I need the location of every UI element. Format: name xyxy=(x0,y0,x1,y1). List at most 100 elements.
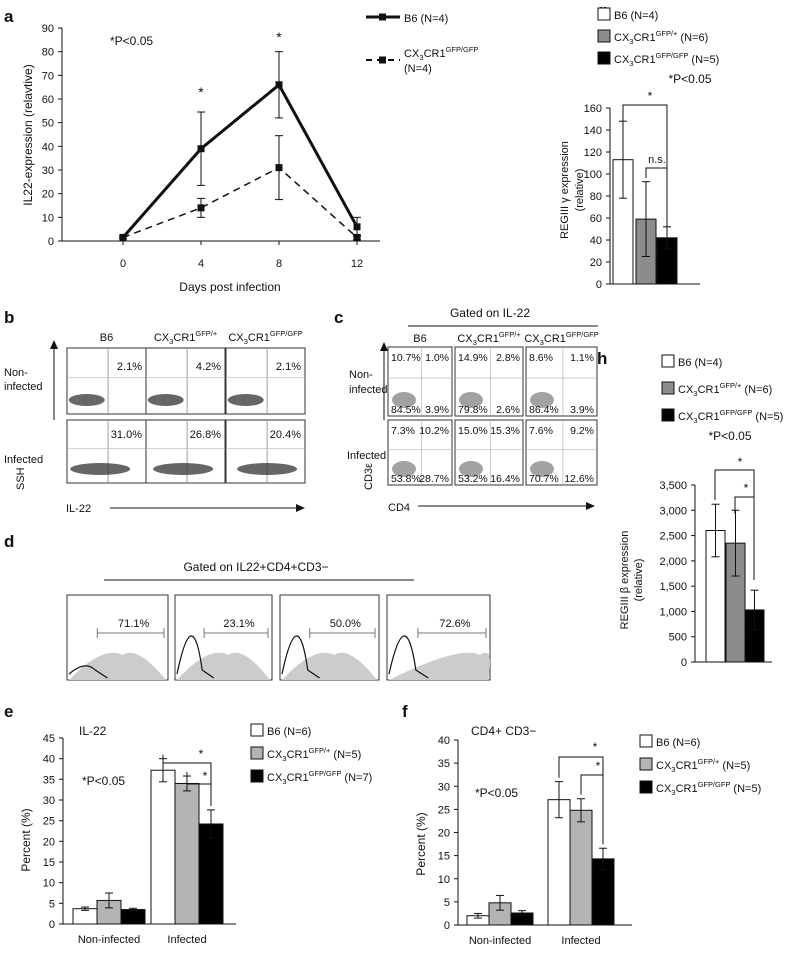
c-quadrant-ul: 14.9% xyxy=(458,352,488,364)
h-y-tick-label: 500 xyxy=(669,632,687,644)
a-x-tick-label: 12 xyxy=(351,258,363,270)
c-quadrant-ur: 10.2% xyxy=(419,425,449,437)
a-point xyxy=(275,164,283,172)
e-category-label: Infected xyxy=(167,934,206,946)
b-x-arrowhead xyxy=(296,504,305,512)
e-legend-swatch xyxy=(250,723,264,737)
a-point xyxy=(197,204,205,212)
f-bar xyxy=(569,809,593,926)
e-y-tick-label: 30 xyxy=(43,795,55,807)
a-y-tick-label: 80 xyxy=(42,47,54,59)
panel-letter-d: d xyxy=(4,532,14,551)
d-stained-histogram xyxy=(69,652,166,680)
e-y-tick-label: 35 xyxy=(43,774,55,786)
f-y-tick-label: 10 xyxy=(438,874,450,886)
c-column-header: B6 xyxy=(413,333,426,345)
g-legend-label: CX3CR1GFP/GFP (N=5) xyxy=(614,51,719,68)
f-category-label: Non-infected xyxy=(469,935,531,947)
g-y-tick-label: 140 xyxy=(584,125,602,137)
h-y-axis-label: REGIII β expression xyxy=(619,531,631,630)
b-column-header: CX3CR1GFP/GFP xyxy=(228,329,302,346)
g-y-tick-label: 60 xyxy=(590,213,602,225)
c-column-header: CX3CR1GFP/GFP xyxy=(524,330,598,347)
g-legend-swatch xyxy=(597,7,611,21)
d-gate-percent: 23.1% xyxy=(223,618,254,630)
c-quadrant-ur: 9.2% xyxy=(570,425,594,437)
c-quadrant-ll: 86.4% xyxy=(529,404,559,416)
e-y-tick-label: 25 xyxy=(43,816,55,828)
c-quadrant-ul: 7.6% xyxy=(529,425,553,437)
f-significance-bracket xyxy=(580,774,604,845)
b-column-header: B6 xyxy=(100,332,113,344)
f-bar xyxy=(547,799,571,926)
e-category-label: Non-infected xyxy=(78,934,140,946)
a-y-tick-label: 40 xyxy=(42,141,54,153)
h-legend-label: B6 (N=4) xyxy=(678,357,722,369)
b-row-label: Infected xyxy=(4,454,43,466)
e-bar xyxy=(198,823,224,925)
b-cell-population xyxy=(237,463,298,475)
g-significance-bracket xyxy=(622,104,668,228)
g-annotation: *P<0.05 xyxy=(668,72,711,86)
h-y-tick-label: 1,000 xyxy=(659,606,687,618)
e-y-tick-label: 20 xyxy=(43,836,55,848)
a-point xyxy=(275,81,283,89)
b-gate-percent: 31.0% xyxy=(111,429,142,441)
a-legend-label: (N=4) xyxy=(404,63,432,75)
b-y-arrowhead xyxy=(50,340,58,349)
b-cell-population xyxy=(227,394,264,406)
b-column-header: CX3CR1GFP/+ xyxy=(154,329,217,346)
h-y-tick-label: 1,500 xyxy=(659,581,687,593)
g-y-tick-label: 20 xyxy=(590,257,602,269)
e-chart-title: IL-22 xyxy=(79,724,107,738)
g-y-axis-label: REGIII γ expression xyxy=(559,141,571,239)
c-quadrant-ll: 79.8% xyxy=(458,404,488,416)
a-legend-label: CX3CR1GFP/GFP xyxy=(404,45,478,62)
c-gate-header: Gated on IL-22 xyxy=(450,306,530,320)
a-y-tick-label: 50 xyxy=(42,118,54,130)
f-legend-label: CX3CR1GFP/+ (N=5) xyxy=(656,757,750,774)
a-x-tick-label: 8 xyxy=(276,258,282,270)
c-x-arrowhead xyxy=(586,502,595,510)
c-quadrant-lr: 28.7% xyxy=(419,473,449,485)
h-annotation: *P<0.05 xyxy=(708,429,751,443)
g-legend-label: CX3CR1GFP/+ (N=6) xyxy=(614,29,708,46)
c-quadrant-ul: 7.3% xyxy=(391,425,415,437)
c-row-label: Non- xyxy=(349,369,373,381)
a-y-axis-label: IL22-expression (relavtive) xyxy=(21,64,35,205)
b-gate-percent: 2.1% xyxy=(276,361,301,373)
h-legend-swatch xyxy=(661,381,675,395)
f-star: * xyxy=(596,759,601,773)
e-y-tick-label: 10 xyxy=(43,878,55,890)
g-y-tick-label: 100 xyxy=(584,169,602,181)
c-quadrant-lr: 16.4% xyxy=(490,473,520,485)
a-series-line-1 xyxy=(122,166,358,239)
g-star: * xyxy=(648,89,653,103)
c-row-label: infected xyxy=(349,384,388,396)
c-quadrant-ul: 8.6% xyxy=(529,352,553,364)
g-legend-swatch xyxy=(597,51,611,65)
h-y-axis-label: (relative) xyxy=(633,559,645,602)
h-star: * xyxy=(738,455,743,469)
d-isotype-histogram xyxy=(176,635,215,679)
c-quadrant-ur: 1.1% xyxy=(570,352,594,364)
d-stained-histogram xyxy=(389,652,491,680)
panel-letter-f: f xyxy=(402,702,408,721)
e-y-tick-label: 15 xyxy=(43,857,55,869)
h-legend-swatch xyxy=(661,408,675,422)
b-gate-percent: 2.1% xyxy=(117,361,142,373)
d-gate-percent: 50.0% xyxy=(330,618,361,630)
f-y-tick-label: 30 xyxy=(438,781,450,793)
f-y-tick-label: 0 xyxy=(444,920,450,932)
g-ns-label: n.s. xyxy=(648,154,666,166)
b-cell-population xyxy=(70,463,131,475)
c-quadrant-lr: 3.9% xyxy=(570,404,594,416)
h-legend-swatch xyxy=(661,354,675,368)
d-gate-percent: 71.1% xyxy=(118,618,149,630)
d-gate-header: Gated on IL22+CD4+CD3− xyxy=(183,560,328,574)
h-y-tick-label: 2,000 xyxy=(659,556,687,568)
b-x-axis-label: IL-22 xyxy=(66,503,91,515)
b-cell-population xyxy=(153,463,214,475)
h-y-tick-label: 2,500 xyxy=(659,531,687,543)
a-legend-label: B6 (N=4) xyxy=(404,13,448,25)
